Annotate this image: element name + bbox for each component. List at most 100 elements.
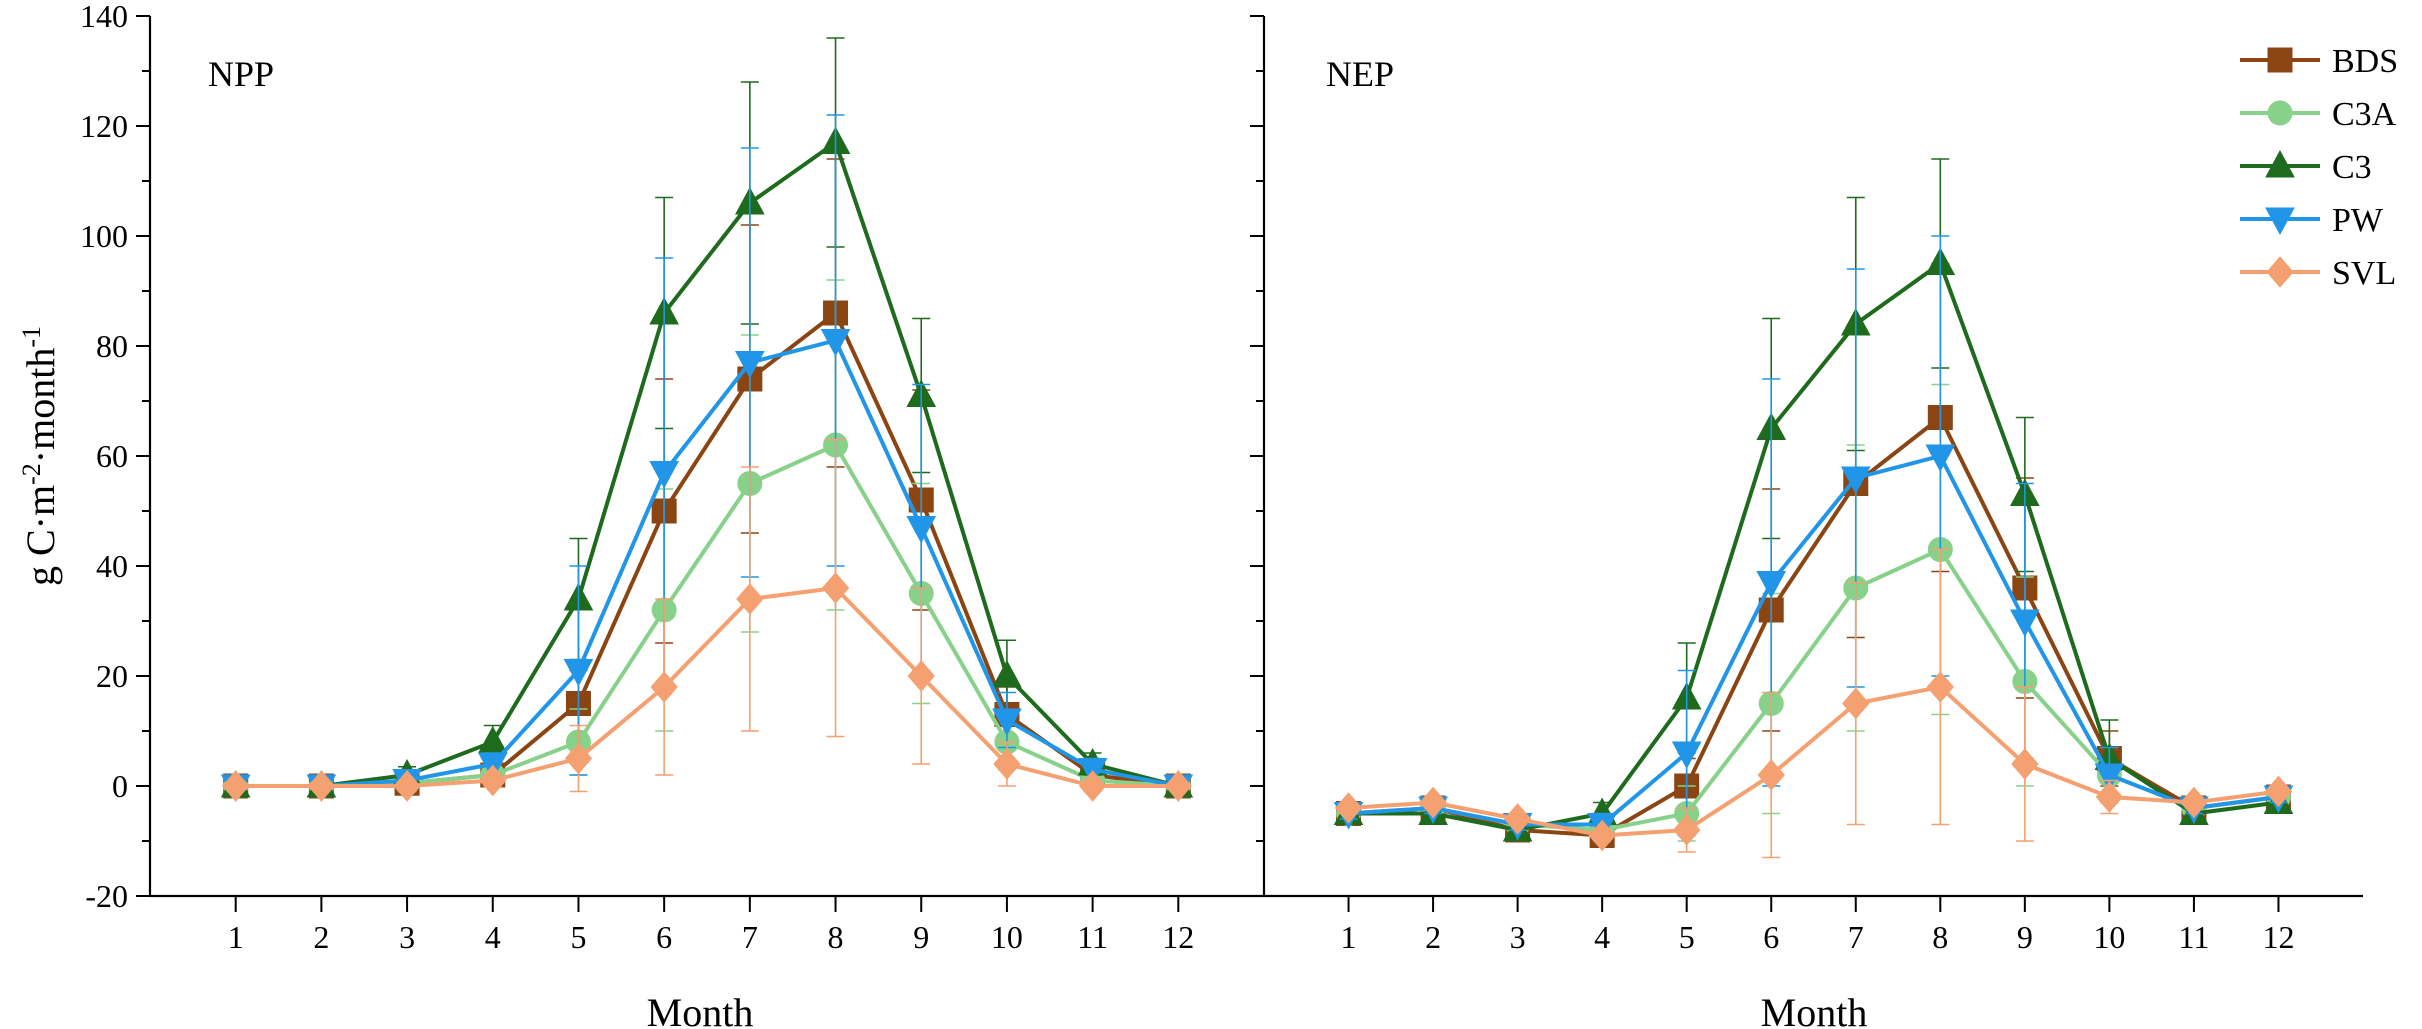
data-point: [993, 748, 1021, 780]
series-svl: [1334, 548, 2293, 859]
legend-item-pw: PW: [2240, 202, 2384, 239]
legend-label: C3: [2332, 149, 2372, 186]
legend-label: PW: [2332, 202, 2384, 239]
x-tick-label: 12: [1162, 919, 1194, 955]
data-point: [1926, 671, 1954, 703]
data-point: [736, 583, 764, 615]
y-tick-label: 100: [80, 218, 128, 254]
data-point: [821, 572, 850, 604]
x-tick-label: 5: [1679, 919, 1695, 955]
y-tick-label: 0: [112, 768, 128, 804]
x-tick-label: 11: [1077, 919, 1108, 955]
series-line: [235, 442, 1179, 788]
nep-x-axis-title: Month: [1761, 990, 1868, 1029]
data-point: [479, 764, 507, 797]
data-point: [650, 671, 678, 703]
nep-plot-area: [1333, 158, 2294, 859]
data-point: [1503, 803, 1532, 835]
series-bds: [1336, 262, 2291, 848]
x-tick-label: 1: [228, 919, 244, 955]
y-axis-ticks: -20 0 20 40 60 80 100 120 140: [80, 0, 1264, 914]
data-point: [820, 329, 851, 357]
series-line: [1348, 414, 2279, 838]
y-tick-label: 120: [80, 108, 128, 144]
x-tick-label: 6: [656, 919, 672, 955]
npp-panel-label: NPP: [208, 54, 274, 94]
x-tick-label: 1: [1341, 919, 1357, 955]
y-axis-title: g C·m-2·month-1: [17, 326, 64, 586]
legend-label: BDS: [2332, 43, 2398, 80]
series-line: [1348, 453, 2279, 827]
y-tick-label: -20: [85, 878, 128, 914]
series-pw: [1333, 235, 2294, 841]
x-tick-label: 10: [2093, 919, 2125, 955]
x-tick-label: 4: [485, 919, 501, 955]
data-point: [1078, 770, 1107, 802]
legend-item-c3: C3: [2240, 149, 2372, 186]
data-point: [649, 461, 679, 489]
series-c3a: [223, 279, 1191, 799]
data-point: [2095, 781, 2124, 813]
data-point: [906, 516, 937, 544]
series-line: [1348, 260, 2279, 833]
x-tick-label: 4: [1594, 919, 1610, 955]
legend-item-bds: BDS: [2240, 43, 2398, 80]
data-point: [2010, 609, 2040, 638]
legend-item-c3a: C3A: [2240, 96, 2397, 133]
legend-marker: [2267, 100, 2293, 126]
data-point: [1842, 687, 1870, 720]
series-line: [1348, 684, 2279, 838]
x-tick-label: 8: [828, 919, 844, 955]
data-point: [1756, 571, 1787, 599]
x-tick-label: 12: [2262, 919, 2294, 955]
data-point: [2094, 763, 2125, 792]
y-tick-label: 20: [96, 658, 128, 694]
data-point: [1164, 770, 1192, 802]
series-line: [235, 139, 1179, 788]
x-tick-label: 2: [313, 919, 329, 955]
series-line: [235, 585, 1179, 788]
y-tick-label: 80: [96, 328, 128, 364]
data-point: [222, 770, 250, 802]
series-pw: [220, 114, 1194, 803]
series-line: [235, 338, 1179, 788]
x-tick-label: 9: [913, 919, 929, 955]
y-axis-title-base: g C·m: [18, 485, 63, 586]
legend-item-svl: SVL: [2240, 255, 2396, 292]
y-tick-label: 60: [96, 438, 128, 474]
y-axis-title-mid: ·month: [18, 348, 63, 464]
data-point: [2264, 775, 2293, 808]
legend-marker: [2265, 207, 2295, 236]
npp-plot-area: [220, 37, 1194, 803]
data-point: [1334, 792, 1363, 824]
data-point: [1840, 466, 1871, 495]
data-point: [477, 725, 508, 754]
data-point: [307, 770, 336, 802]
x-tick-label: 3: [399, 919, 415, 955]
x-tick-label: 3: [1510, 919, 1526, 955]
y-axis-title-exp2: -1: [17, 326, 46, 348]
x-tick-label: 5: [570, 919, 586, 955]
x-tick-label: 8: [1932, 919, 1948, 955]
data-point: [1588, 819, 1616, 852]
nep-panel-label: NEP: [1326, 54, 1394, 94]
y-axis-title-exp1: -2: [17, 463, 46, 485]
y-tick-label: 40: [96, 548, 128, 584]
x-tick-label: 11: [2179, 919, 2210, 955]
x-tick-label: 10: [991, 919, 1023, 955]
data-point: [1673, 814, 1701, 846]
data-point: [992, 708, 1022, 737]
data-point: [564, 742, 593, 775]
data-point: [563, 659, 594, 687]
legend: BDS C3A C3 PW SVL: [2240, 43, 2398, 292]
data-point: [1757, 759, 1785, 791]
x-tick-label: 9: [2017, 919, 2033, 955]
data-point: [393, 770, 421, 802]
series-c3a: [1336, 383, 2291, 843]
y-tick-label: 140: [80, 0, 128, 34]
series-svl: [222, 438, 1192, 802]
data-point: [1419, 786, 1447, 819]
legend-marker: [2265, 149, 2295, 178]
legend-marker: [2267, 47, 2293, 73]
